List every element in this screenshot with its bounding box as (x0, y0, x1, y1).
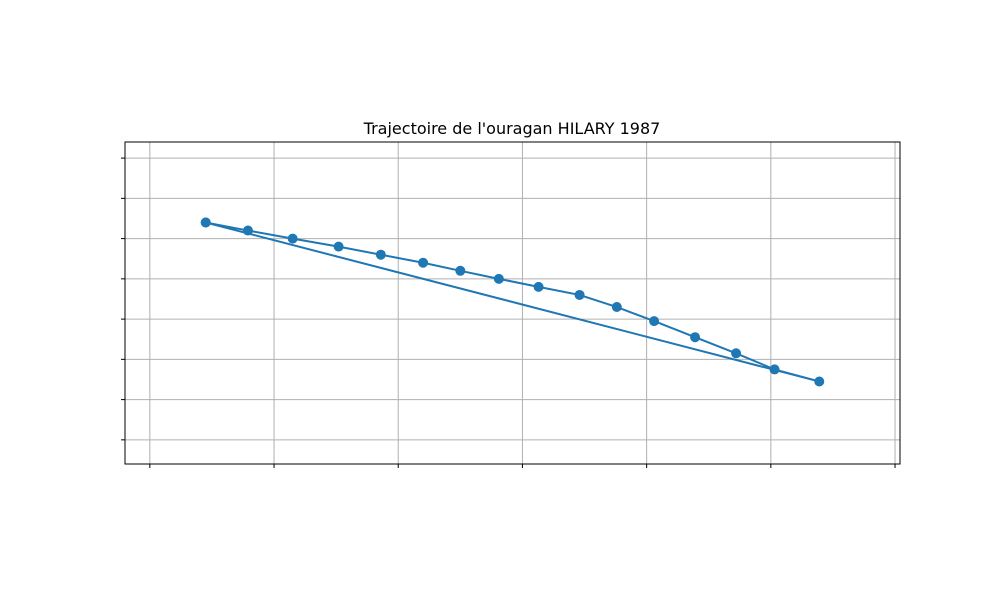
data-point-15 (814, 376, 825, 387)
data-point-5 (418, 257, 429, 268)
plot-frame (124, 141, 901, 465)
data-point-1 (242, 225, 253, 236)
data-point-3 (333, 241, 344, 252)
data-point-8 (533, 281, 544, 292)
data-point-11 (649, 316, 660, 327)
data-point-9 (574, 289, 585, 300)
data-point-2 (287, 233, 298, 244)
data-point-7 (493, 273, 504, 284)
grid-lines (121, 142, 900, 468)
data-point-4 (375, 249, 386, 260)
series-layer (200, 217, 825, 387)
data-point-16 (200, 217, 211, 228)
data-point-13 (731, 348, 742, 359)
data-point-6 (455, 265, 466, 276)
data-point-12 (690, 332, 701, 343)
chart-title: Trajectoire de l'ouragan HILARY 1987 (363, 119, 661, 138)
series-line-0 (204, 221, 821, 383)
data-point-14 (769, 364, 780, 375)
data-point-10 (611, 302, 622, 313)
